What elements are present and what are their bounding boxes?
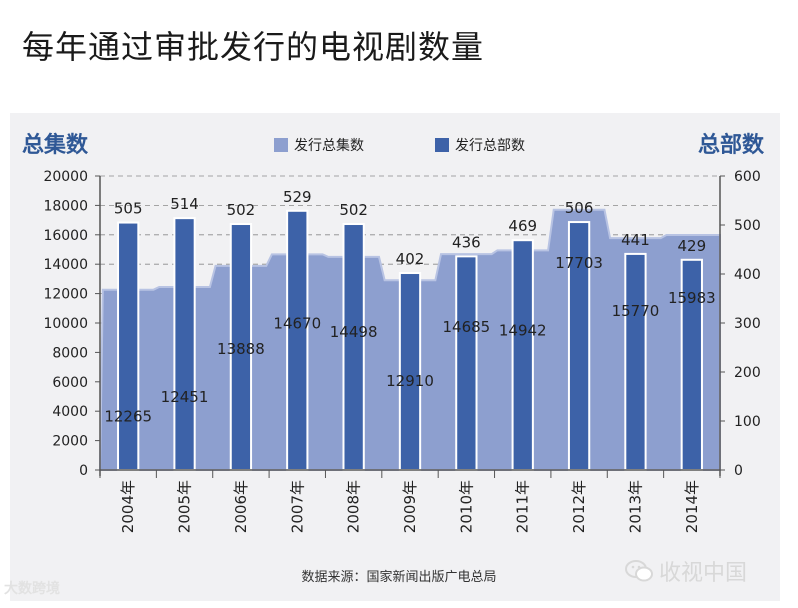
axes: 0200040006000800010000120001400016000180… bbox=[22, 132, 765, 533]
area-value-label: 14498 bbox=[330, 323, 378, 341]
left-tick-label: 20000 bbox=[43, 169, 88, 185]
right-tick-label: 200 bbox=[734, 365, 761, 381]
x-tick-label: 2009年 bbox=[401, 480, 419, 533]
bar-value-label: 402 bbox=[396, 250, 425, 268]
bar-value-label: 429 bbox=[677, 237, 706, 255]
x-tick-label: 2008年 bbox=[345, 480, 363, 533]
x-tick-label: 2007年 bbox=[288, 480, 306, 533]
area-value-label: 12451 bbox=[161, 388, 209, 406]
bar-value-label: 514 bbox=[170, 195, 199, 213]
right-tick-label: 400 bbox=[734, 267, 761, 283]
right-tick-label: 0 bbox=[734, 463, 743, 479]
right-tick-label: 300 bbox=[734, 316, 761, 332]
left-tick-label: 8000 bbox=[52, 345, 88, 361]
watermark-text: 收视中国 bbox=[659, 561, 748, 586]
bar-value-label: 505 bbox=[114, 200, 143, 218]
x-tick-label: 2014年 bbox=[683, 480, 701, 533]
left-tick-label: 14000 bbox=[43, 257, 88, 273]
watermark-right: 收视中国 bbox=[625, 555, 747, 587]
left-tick-label: 16000 bbox=[43, 228, 88, 244]
bar bbox=[624, 252, 647, 471]
bar-value-label: 529 bbox=[283, 188, 312, 206]
left-tick-label: 12000 bbox=[43, 287, 88, 303]
bar bbox=[455, 255, 478, 471]
wechat-icon bbox=[625, 560, 653, 582]
bar-value-label: 502 bbox=[227, 201, 256, 219]
left-tick-label: 2000 bbox=[52, 434, 88, 450]
left-tick-label: 10000 bbox=[43, 316, 88, 332]
right-axis-title: 总部数 bbox=[698, 132, 765, 158]
area-value-label: 14670 bbox=[273, 314, 321, 332]
bar-value-label: 436 bbox=[452, 233, 481, 251]
source-note: 数据来源：国家新闻出版广电总局 bbox=[301, 570, 497, 585]
bar bbox=[342, 223, 365, 471]
bar-value-label: 441 bbox=[621, 231, 650, 249]
x-tick-label: 2010年 bbox=[457, 480, 475, 533]
legend: 发行总集数 发行总部数 bbox=[274, 137, 525, 154]
x-tick-label: 2012年 bbox=[570, 480, 588, 533]
area-value-label: 14942 bbox=[499, 321, 547, 339]
legend-swatch-bar bbox=[435, 138, 449, 152]
page-title: 每年通过审批发行的电视剧数量 bbox=[22, 28, 485, 66]
area-value-label: 12910 bbox=[386, 372, 434, 390]
bar bbox=[117, 221, 140, 471]
bar-value-label: 502 bbox=[339, 201, 368, 219]
bar-series bbox=[117, 209, 703, 472]
bar bbox=[173, 217, 196, 471]
x-tick-label: 2011年 bbox=[514, 480, 532, 533]
legend-label-area: 发行总集数 bbox=[294, 137, 364, 154]
left-tick-label: 4000 bbox=[52, 404, 88, 420]
area-value-label: 13888 bbox=[217, 340, 265, 358]
x-tick-label: 2006年 bbox=[232, 480, 250, 533]
left-tick-label: 6000 bbox=[52, 375, 88, 391]
bar bbox=[286, 209, 309, 471]
area-value-label: 12265 bbox=[104, 408, 152, 426]
data-labels: 505 514 502 529 502 402 436 469 506 441 429 12265 12… bbox=[104, 188, 715, 426]
right-tick-label: 600 bbox=[734, 169, 761, 185]
left-axis-title: 总集数 bbox=[22, 132, 89, 158]
bar-value-label: 469 bbox=[508, 217, 537, 235]
x-tick-label: 2013年 bbox=[626, 480, 644, 533]
right-tick-label: 100 bbox=[734, 414, 761, 430]
area-value-label: 15770 bbox=[612, 302, 660, 320]
bar-value-label: 506 bbox=[565, 199, 594, 217]
area-value-label: 15983 bbox=[668, 289, 716, 307]
left-tick-label: 18000 bbox=[43, 198, 88, 214]
watermark-left: 大数跨境 bbox=[4, 581, 60, 597]
x-tick-label: 2005年 bbox=[176, 480, 194, 533]
left-tick-label: 0 bbox=[79, 463, 88, 479]
area-value-label: 14685 bbox=[443, 318, 491, 336]
x-tick-label: 2004年 bbox=[119, 480, 137, 533]
area-value-label: 17703 bbox=[555, 254, 603, 272]
right-tick-label: 500 bbox=[734, 218, 761, 234]
legend-label-bar: 发行总部数 bbox=[455, 138, 525, 154]
legend-swatch-area bbox=[274, 138, 288, 152]
bar bbox=[511, 239, 534, 471]
